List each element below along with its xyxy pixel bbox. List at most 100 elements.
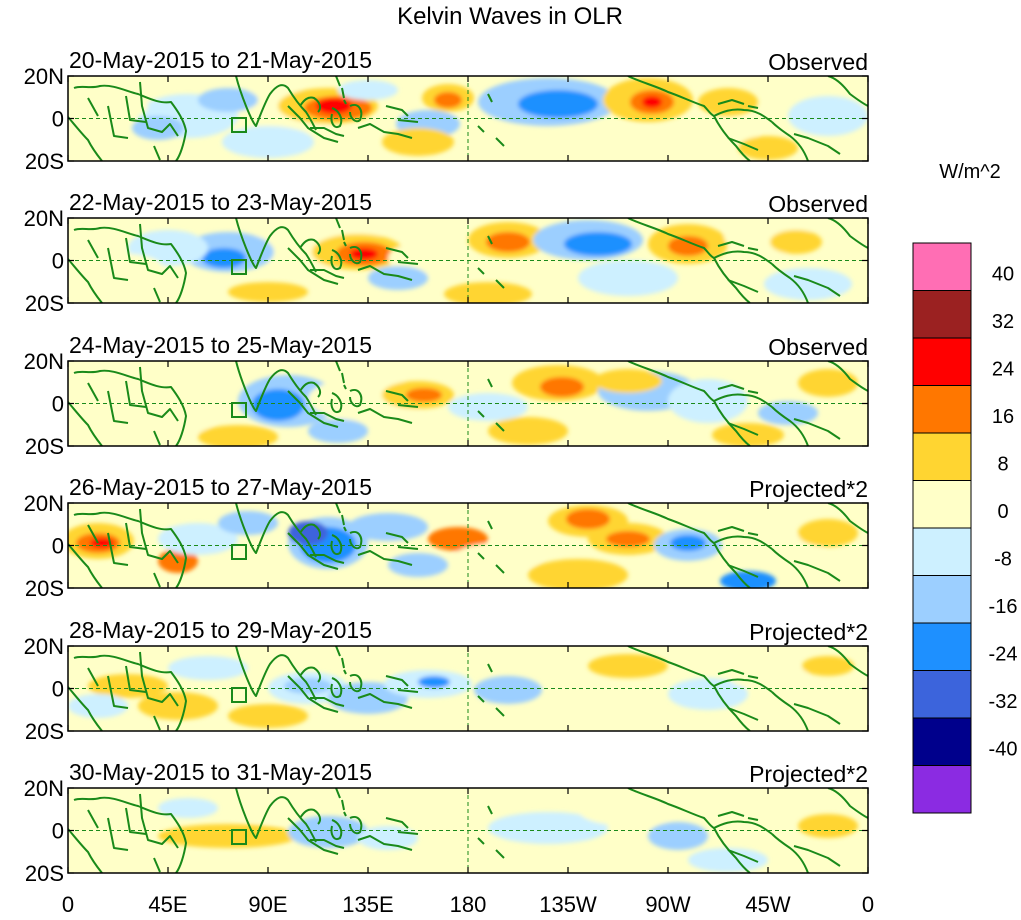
anomaly-contour	[92, 254, 164, 286]
coastline	[713, 827, 751, 873]
coastline	[627, 788, 773, 835]
coastline	[713, 400, 751, 446]
colorbar-label: -24	[989, 644, 1018, 666]
lon-tick-label: 0	[862, 892, 874, 917]
coastline	[771, 833, 809, 873]
colorbar-label: 8	[997, 454, 1008, 476]
coastline	[627, 503, 773, 550]
colorbar-label: 0	[997, 501, 1008, 523]
colorbar-swatch	[912, 385, 972, 434]
lat-tick-label: 0	[52, 107, 64, 132]
coastline	[125, 508, 179, 564]
anomaly-contour	[798, 519, 858, 547]
lat-tick-label: 20N	[24, 349, 64, 374]
anomaly-contour	[770, 230, 822, 254]
coastline	[727, 422, 759, 436]
coastline	[299, 238, 322, 255]
figure-title: Kelvin Waves in OLR	[397, 3, 623, 30]
anomaly-contour	[758, 401, 818, 425]
coastline	[330, 534, 343, 555]
coastlines	[68, 76, 868, 161]
panel-kind-label: Projected*2	[749, 476, 868, 502]
map-panel: 22-May-2015 to 23-May-2015 Observed 20N 0 20…	[24, 189, 869, 316]
coastline	[235, 646, 317, 701]
reference-box	[231, 829, 247, 845]
anomaly-contour	[252, 389, 304, 421]
panel-date-range: 26-May-2015 to 27-May-2015	[69, 474, 372, 500]
lon-tick-label: 180	[450, 892, 487, 917]
lat-tick-label: 0	[52, 249, 64, 274]
coastline	[771, 548, 809, 588]
anomaly-contour	[688, 848, 768, 872]
anomaly-contour	[528, 702, 608, 726]
coastline	[335, 76, 347, 105]
colorbar-label: 40	[992, 264, 1014, 286]
anomaly-contour	[338, 80, 398, 100]
lon-tick-label: 45E	[148, 892, 187, 917]
anomaly-contour	[444, 282, 532, 303]
coastline	[385, 675, 419, 693]
anomaly-contour	[122, 401, 214, 437]
coastline	[310, 412, 345, 422]
coastline	[73, 511, 187, 588]
anomaly-contour	[518, 90, 598, 118]
panel-kind-label: Observed	[768, 49, 868, 75]
coastline	[349, 674, 363, 693]
coastline	[68, 116, 103, 161]
colorbar-label: -8	[994, 549, 1012, 571]
panel-date-range: 22-May-2015 to 23-May-2015	[69, 189, 372, 215]
colorbar: 40 32 24 16 8 0 -8 -16 -24 -32 -40	[912, 242, 1018, 814]
anomaly-contour	[198, 425, 278, 446]
anomaly-contour	[158, 798, 218, 818]
coastline	[335, 361, 347, 390]
anomaly-contour	[198, 88, 258, 112]
anomaly-contour	[802, 656, 854, 676]
coastline	[357, 550, 413, 566]
anomaly-contour	[488, 417, 568, 445]
coastline	[68, 828, 103, 873]
anomaly-contour	[670, 535, 706, 551]
coastline	[793, 845, 841, 867]
coastline	[827, 788, 868, 819]
coastline	[299, 666, 322, 683]
anomaly-contour	[540, 377, 584, 397]
coastline	[793, 133, 841, 155]
anomaly-contour	[474, 676, 542, 704]
coastline	[125, 366, 179, 422]
anomaly-contour	[448, 393, 528, 421]
anomaly-contour	[668, 678, 748, 710]
coastline	[827, 218, 868, 249]
anomaly-contour	[698, 122, 758, 146]
anomaly-contour	[588, 654, 668, 678]
lon-tick-label: 135W	[539, 892, 597, 917]
coastline	[287, 247, 339, 285]
coastlines	[68, 361, 868, 446]
coastline	[125, 793, 179, 849]
coastline	[385, 247, 419, 265]
coastline	[235, 361, 317, 416]
panel-date-range: 30-May-2015 to 31-May-2015	[69, 759, 372, 785]
anomaly-contour	[642, 96, 662, 108]
panel-date-range: 24-May-2015 to 25-May-2015	[69, 332, 372, 358]
lon-tick-label: 90W	[645, 892, 690, 917]
colorbar-label: -16	[989, 596, 1018, 618]
coastline	[771, 406, 809, 446]
coastline	[385, 105, 419, 123]
coastline	[287, 817, 339, 855]
coastline	[793, 560, 841, 582]
coastline	[287, 532, 339, 570]
colorbar-swatch	[912, 622, 972, 671]
anomaly-contour	[578, 794, 678, 826]
anomaly-contour	[388, 242, 468, 274]
map-area	[67, 75, 869, 162]
lon-tick-label: 135E	[342, 892, 393, 917]
anomaly-contour	[454, 543, 542, 571]
anomaly-contour	[566, 509, 610, 529]
coastlines	[68, 503, 868, 588]
anomaly-contour	[486, 232, 530, 252]
anomaly-contour	[528, 559, 628, 588]
coastline	[771, 691, 809, 731]
coastline	[349, 246, 363, 265]
coastline	[330, 819, 343, 840]
lat-tick-label: 0	[52, 392, 64, 417]
